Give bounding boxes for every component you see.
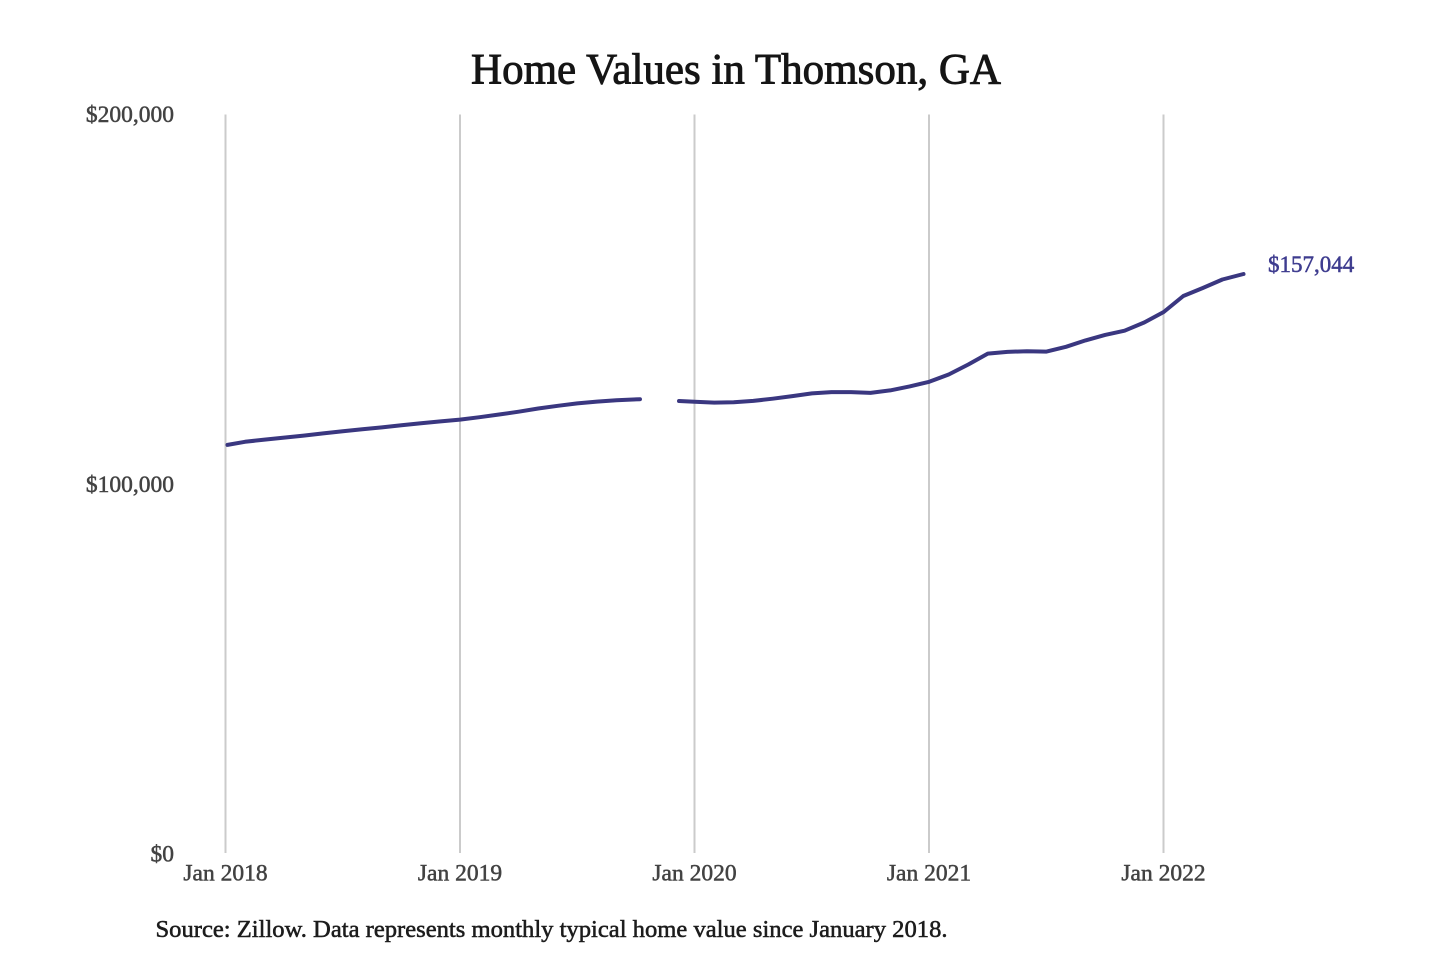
svg-text:$100,000: $100,000 [86,472,174,498]
svg-text:Home Values in Thomson, GA: Home Values in Thomson, GA [471,47,1001,94]
svg-text:Jan 2021: Jan 2021 [887,860,971,886]
svg-text:Jan 2019: Jan 2019 [418,860,502,886]
svg-text:Jan 2018: Jan 2018 [183,860,267,886]
svg-text:$157,044: $157,044 [1268,252,1355,277]
svg-text:$0: $0 [151,842,175,868]
svg-text:Source: Zillow. Data represent: Source: Zillow. Data represents monthly … [156,916,948,943]
svg-text:$200,000: $200,000 [86,102,174,128]
svg-text:Jan 2020: Jan 2020 [652,860,736,886]
svg-text:Jan 2022: Jan 2022 [1121,860,1205,886]
